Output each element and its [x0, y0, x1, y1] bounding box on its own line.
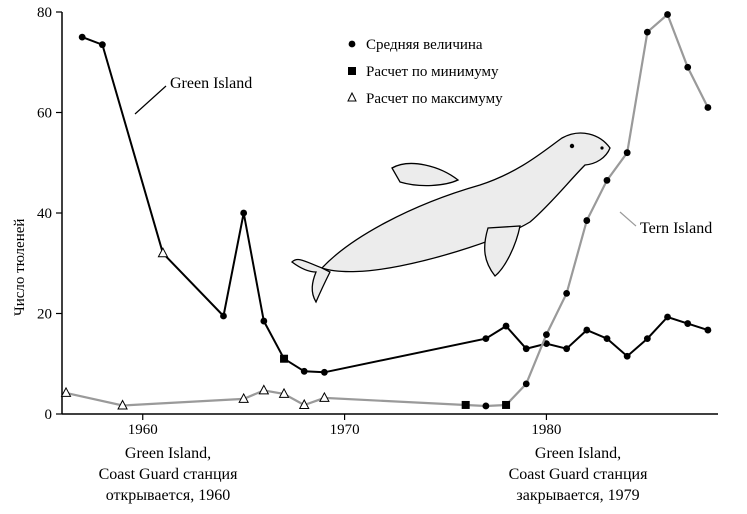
series-label-tern-island: Tern Island	[640, 220, 712, 237]
point-tern-island-9	[502, 400, 511, 409]
y-tick-label-40: 40	[37, 206, 52, 222]
point-tern-island-7	[461, 400, 470, 409]
point-green-island-5	[260, 317, 268, 325]
point-green-island-7	[300, 367, 308, 375]
point-tern-island-1	[117, 399, 128, 410]
point-tern-island-18	[684, 63, 692, 71]
y-axis-title: Число тюленей	[12, 219, 28, 316]
point-tern-island-3	[258, 384, 270, 395]
y-tick-label-20: 20	[37, 307, 52, 323]
point-green-island-17	[643, 335, 651, 343]
x-tick-label-1980: 1980	[531, 422, 561, 438]
y-tick-label-0: 0	[45, 407, 53, 423]
point-green-island-19	[684, 320, 692, 327]
point-green-island-14	[583, 326, 591, 334]
x-tick-label-1960: 1960	[128, 422, 158, 438]
point-tern-island-2	[238, 392, 249, 403]
annotation-open-line-1: Green Island,	[124, 445, 212, 462]
annotation-close-line-1: Green Island,	[534, 445, 622, 462]
x-tick-label-1970: 1970	[330, 422, 360, 438]
legend-label-mean: Средняя величина	[366, 37, 483, 53]
point-green-island-6	[280, 354, 289, 363]
point-tern-island-19	[704, 104, 712, 111]
point-green-island-10	[502, 322, 510, 330]
annotation-station-closes: Green Island, Coast Guard станция закрыв…	[468, 443, 688, 506]
green-island-leader	[134, 85, 167, 115]
point-tern-island-11	[543, 331, 550, 339]
annotation-close-line-2: Coast Guard станция	[508, 466, 648, 483]
annotation-station-opens: Green Island, Coast Guard станция открыв…	[58, 443, 278, 506]
point-green-island-2	[157, 247, 169, 258]
point-tern-island-16	[643, 28, 651, 36]
legend: Средняя величина Расчет по минимуму Расч…	[347, 37, 503, 107]
annotation-open-line-3: открывается, 1960	[105, 487, 231, 504]
y-tick-label-60: 60	[37, 106, 52, 122]
point-tern-island-17	[664, 11, 671, 18]
point-tern-island-10	[522, 380, 530, 388]
point-green-island-3	[220, 312, 227, 320]
tern-island-leader	[619, 211, 637, 227]
series-label-green-island: Green Island	[170, 75, 252, 92]
point-tern-island-12	[563, 290, 571, 297]
point-green-island-9	[482, 335, 490, 343]
point-green-island-20	[704, 326, 712, 334]
y-tick-label-80: 80	[37, 5, 52, 21]
legend-marker-circle	[348, 40, 356, 48]
point-green-island-18	[664, 313, 671, 321]
seal-illustration	[291, 132, 611, 304]
point-green-island-12	[543, 340, 550, 348]
point-green-island-16	[623, 352, 631, 360]
point-tern-island-4	[278, 387, 290, 398]
point-tern-island-13	[583, 217, 591, 224]
point-tern-island-15	[623, 149, 631, 157]
point-tern-island-0	[60, 386, 72, 397]
point-green-island-11	[522, 345, 530, 353]
legend-label-max: Расчет по максимуму	[366, 91, 503, 107]
legend-marker-square	[348, 67, 356, 75]
point-green-island-15	[603, 335, 611, 343]
point-tern-island-14	[603, 176, 611, 184]
point-green-island-1	[98, 41, 106, 49]
point-green-island-0	[78, 33, 86, 41]
point-tern-island-8	[482, 402, 490, 410]
annotation-open-line-2: Coast Guard станция	[98, 466, 238, 483]
point-tern-island-6	[319, 391, 330, 402]
seal-face	[569, 143, 604, 150]
point-green-island-13	[563, 345, 571, 353]
annotation-close-line-3: закрывается, 1979	[516, 487, 640, 504]
point-green-island-8	[321, 368, 328, 376]
legend-marker-triangle	[347, 91, 357, 102]
point-tern-island-5	[298, 398, 310, 409]
legend-label-min: Расчет по минимуму	[366, 64, 499, 80]
point-green-island-4	[240, 209, 248, 217]
